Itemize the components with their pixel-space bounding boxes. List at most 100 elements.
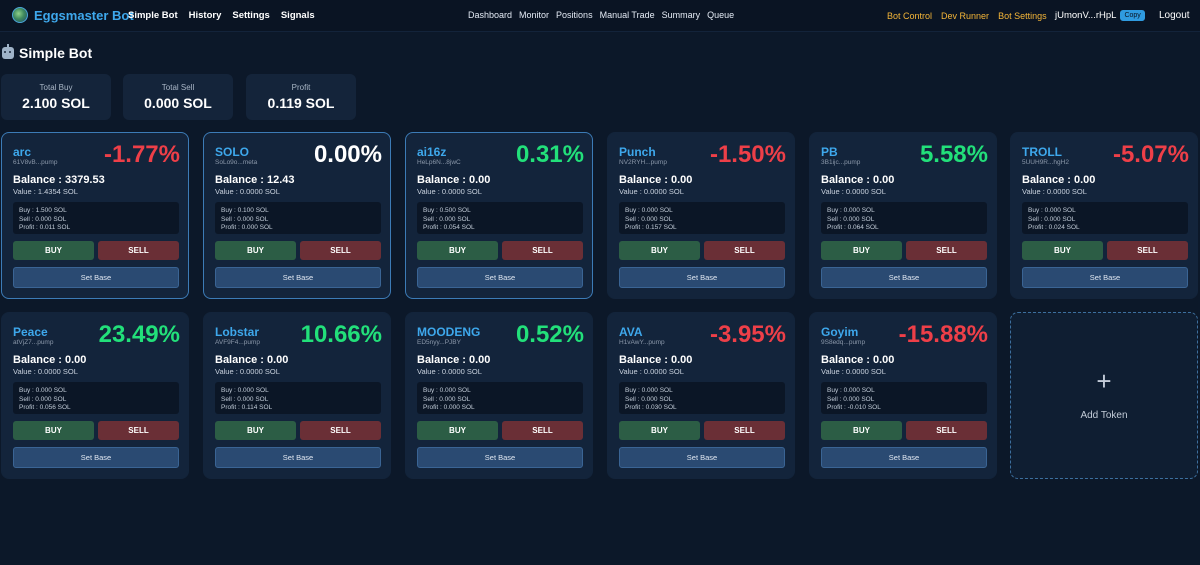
token-trade-stats: Buy : 0.000 SOL Sell : 0.000 SOL Profit : …	[215, 382, 381, 414]
token-trade-stats: Buy : 0.500 SOL Sell : 0.000 SOL Profit : …	[417, 202, 583, 234]
token-balance: Balance : 12.43	[215, 174, 295, 186]
token-profit: Profit : -0.010 SOL	[827, 404, 881, 411]
token-buy-total: Buy : 0.000 SOL	[221, 387, 269, 394]
token-trade-stats: Buy : 0.000 SOL Sell : 0.000 SOL Profit : …	[619, 382, 785, 414]
stat-value: 2.100 SOL	[22, 95, 90, 111]
token-name[interactable]: MOODENG	[417, 325, 481, 339]
token-name[interactable]: PB	[821, 145, 838, 159]
nav-simple-bot[interactable]: Simple Bot	[128, 10, 178, 21]
buy-button[interactable]: BUY	[13, 241, 94, 260]
buy-button[interactable]: BUY	[215, 241, 296, 260]
buy-button[interactable]: BUY	[1022, 241, 1103, 260]
token-profit: Profit : 0.030 SOL	[625, 404, 677, 411]
sell-button[interactable]: SELL	[502, 241, 583, 260]
token-value: Value : 0.0000 SOL	[215, 367, 280, 376]
buy-button[interactable]: BUY	[619, 421, 700, 440]
buy-button[interactable]: BUY	[13, 421, 94, 440]
set-base-button[interactable]: Set Base	[821, 267, 987, 288]
token-card: MOODENG ED5nyy...PJBY 0.52% Balance : 0.00 V…	[405, 312, 593, 479]
set-base-button[interactable]: Set Base	[13, 447, 179, 468]
nav-settings[interactable]: Settings	[232, 10, 270, 21]
token-name[interactable]: arc	[13, 145, 32, 159]
buy-button[interactable]: BUY	[619, 241, 700, 260]
buy-button[interactable]: BUY	[821, 421, 902, 440]
token-balance: Balance : 0.00	[619, 174, 693, 186]
nav-manual-trade[interactable]: Manual Trade	[599, 10, 655, 20]
nav-positions[interactable]: Positions	[556, 10, 593, 20]
brand[interactable]: Eggsmaster Bot	[12, 7, 134, 23]
token-address: SoLo9o...meta	[215, 159, 258, 166]
token-address: HeLp6N...8jwC	[417, 159, 461, 166]
buy-button[interactable]: BUY	[417, 241, 498, 260]
token-card: PB 3B1ijc...pump 5.58% Balance : 0.00 Value …	[809, 132, 997, 299]
token-buy-total: Buy : 0.000 SOL	[827, 207, 875, 214]
set-base-button[interactable]: Set Base	[417, 447, 583, 468]
set-base-button[interactable]: Set Base	[417, 267, 583, 288]
sell-button[interactable]: SELL	[502, 421, 583, 440]
set-base-button[interactable]: Set Base	[13, 267, 179, 288]
sell-button[interactable]: SELL	[704, 421, 785, 440]
token-change-percent: 0.52%	[515, 321, 584, 348]
sell-button[interactable]: SELL	[300, 421, 381, 440]
token-address: atVjZ7...pump	[13, 339, 54, 346]
page-header: Simple Bot	[2, 44, 92, 61]
nav-history[interactable]: History	[188, 10, 222, 21]
token-address: 5UUH9R...hgH2	[1022, 159, 1069, 166]
nav-dashboard[interactable]: Dashboard	[468, 10, 513, 20]
token-address: AVF9F4...pump	[215, 339, 261, 346]
wallet-address: jUmonV...rHpL	[1055, 10, 1117, 21]
token-address: NV2RYH...pump	[619, 159, 667, 166]
nav-summary[interactable]: Summary	[661, 10, 701, 20]
sell-button[interactable]: SELL	[98, 421, 179, 440]
stat-value: 0.119 SOL	[267, 95, 335, 111]
copy-address-button[interactable]: Copy	[1120, 10, 1145, 21]
token-name[interactable]: SOLO	[215, 145, 250, 159]
token-buy-total: Buy : 0.000 SOL	[625, 207, 673, 214]
token-value: Value : 0.0000 SOL	[215, 187, 280, 196]
token-sell-total: Sell : 0.000 SOL	[827, 215, 875, 223]
buy-button[interactable]: BUY	[417, 421, 498, 440]
token-change-percent: -15.88%	[898, 321, 988, 348]
nav-bot-control[interactable]: Bot Control	[887, 11, 933, 21]
sell-button[interactable]: SELL	[300, 241, 381, 260]
token-profit: Profit : 0.056 SOL	[19, 404, 71, 411]
token-change-percent: 0.31%	[515, 141, 584, 168]
buy-button[interactable]: BUY	[215, 421, 296, 440]
set-base-button[interactable]: Set Base	[619, 447, 785, 468]
stat-value: 0.000 SOL	[144, 95, 212, 111]
sell-button[interactable]: SELL	[906, 241, 987, 260]
sell-button[interactable]: SELL	[98, 241, 179, 260]
token-name[interactable]: Peace	[13, 325, 48, 339]
token-name[interactable]: Goyim	[821, 325, 859, 339]
sell-button[interactable]: SELL	[1107, 241, 1188, 260]
token-name[interactable]: Punch	[619, 145, 656, 159]
token-name[interactable]: AVA	[619, 325, 643, 339]
token-trade-stats: Buy : 0.000 SOL Sell : 0.000 SOL Profit : …	[1022, 202, 1188, 234]
nav-admin: Bot Control Dev Runner Bot Settings	[887, 11, 1047, 21]
token-sell-total: Sell : 0.000 SOL	[221, 215, 269, 223]
nav-signals[interactable]: Signals	[280, 10, 315, 21]
nav-dev-runner[interactable]: Dev Runner	[941, 11, 990, 21]
token-name[interactable]: Lobstar	[215, 325, 260, 339]
logout-link[interactable]: Logout	[1159, 10, 1190, 21]
set-base-button[interactable]: Set Base	[1022, 267, 1188, 288]
token-value: Value : 1.4354 SOL	[13, 187, 78, 196]
token-balance: Balance : 0.00	[821, 174, 895, 186]
token-card: TROLL 5UUH9R...hgH2 -5.07% Balance : 0.00 Va…	[1010, 132, 1198, 299]
set-base-button[interactable]: Set Base	[215, 267, 381, 288]
set-base-button[interactable]: Set Base	[215, 447, 381, 468]
sell-button[interactable]: SELL	[704, 241, 785, 260]
nav-monitor[interactable]: Monitor	[519, 10, 550, 20]
nav-queue[interactable]: Queue	[707, 10, 735, 20]
set-base-button[interactable]: Set Base	[619, 267, 785, 288]
set-base-button[interactable]: Set Base	[821, 447, 987, 468]
token-name[interactable]: ai16z	[417, 145, 447, 159]
nav-bot-settings[interactable]: Bot Settings	[998, 11, 1047, 21]
buy-button[interactable]: BUY	[821, 241, 902, 260]
add-token-card[interactable]: + Add Token	[1010, 312, 1198, 479]
sell-button[interactable]: SELL	[906, 421, 987, 440]
token-name[interactable]: TROLL	[1022, 145, 1062, 159]
token-profit: Profit : 0.011 SOL	[19, 224, 71, 231]
token-trade-stats: Buy : 0.000 SOL Sell : 0.000 SOL Profit : …	[619, 202, 785, 234]
token-profit: Profit : 0.064 SOL	[827, 224, 879, 231]
